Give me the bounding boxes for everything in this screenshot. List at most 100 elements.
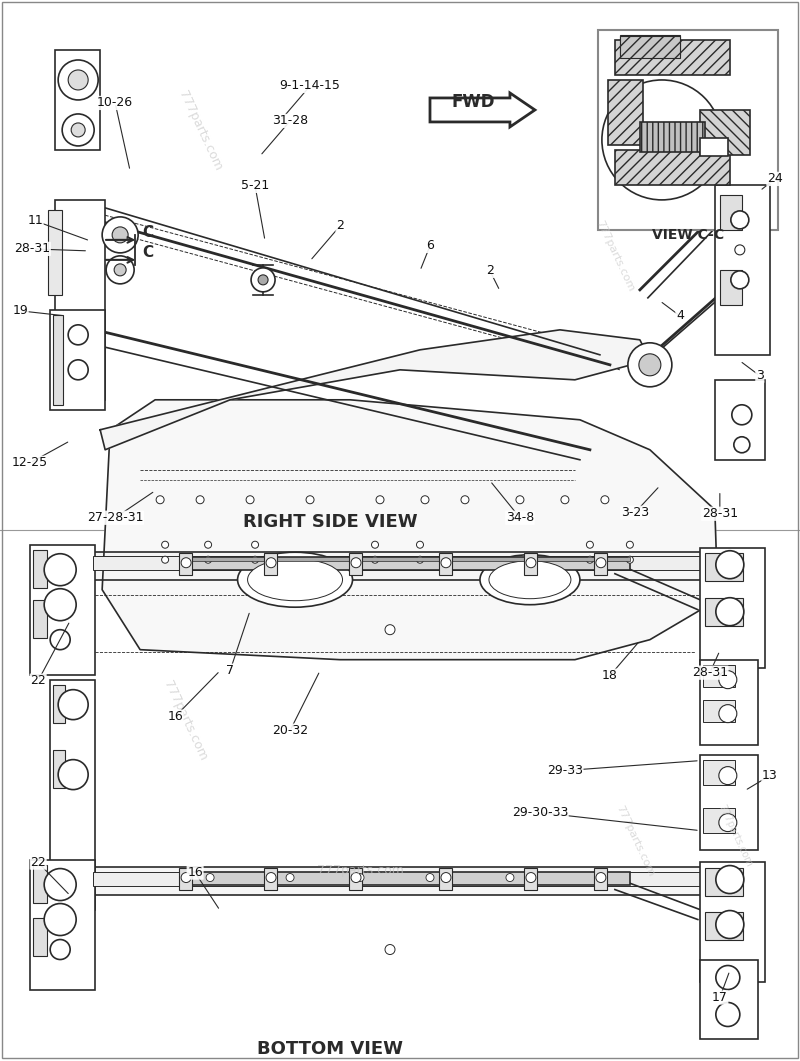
Circle shape xyxy=(181,872,191,883)
Text: C: C xyxy=(142,225,154,240)
Bar xyxy=(700,862,765,981)
Text: 777parts.com: 777parts.com xyxy=(614,803,656,877)
Bar xyxy=(705,911,743,940)
Bar xyxy=(720,269,742,305)
Circle shape xyxy=(716,966,740,990)
Circle shape xyxy=(506,873,514,882)
FancyArrow shape xyxy=(430,93,535,127)
Text: 16: 16 xyxy=(187,866,203,880)
Bar xyxy=(349,553,362,575)
Text: 28-31: 28-31 xyxy=(14,242,50,256)
Circle shape xyxy=(734,437,750,453)
Text: 27-28-31: 27-28-31 xyxy=(87,511,143,524)
Text: VIEW C-C: VIEW C-C xyxy=(652,228,724,242)
Bar xyxy=(620,35,680,55)
Bar xyxy=(640,122,705,152)
Circle shape xyxy=(68,70,88,90)
Circle shape xyxy=(461,495,469,504)
Bar xyxy=(703,699,735,721)
Bar xyxy=(598,30,778,230)
Bar xyxy=(705,553,743,580)
Ellipse shape xyxy=(489,560,571,598)
Bar xyxy=(524,553,537,575)
Circle shape xyxy=(156,495,164,504)
Circle shape xyxy=(526,872,536,883)
Circle shape xyxy=(716,1003,740,1026)
Circle shape xyxy=(441,872,451,883)
Circle shape xyxy=(44,589,76,621)
Bar xyxy=(524,868,537,889)
Circle shape xyxy=(68,325,88,345)
Bar xyxy=(55,199,105,400)
Circle shape xyxy=(266,558,276,568)
Bar xyxy=(615,40,730,75)
Text: 777parts.com: 777parts.com xyxy=(161,679,210,763)
Circle shape xyxy=(50,629,70,649)
Bar xyxy=(700,959,758,1040)
Circle shape xyxy=(58,690,88,719)
Circle shape xyxy=(626,556,634,563)
Circle shape xyxy=(421,495,429,504)
Circle shape xyxy=(106,256,134,284)
Text: 16: 16 xyxy=(167,710,183,724)
Circle shape xyxy=(246,495,254,504)
Text: 777parts.com: 777parts.com xyxy=(317,864,403,877)
Bar xyxy=(93,556,701,570)
Bar xyxy=(594,868,607,889)
Circle shape xyxy=(44,869,76,901)
Circle shape xyxy=(371,556,378,563)
Circle shape xyxy=(44,904,76,936)
Bar xyxy=(50,310,105,410)
Circle shape xyxy=(516,495,524,504)
Text: 34-8: 34-8 xyxy=(506,511,534,524)
Circle shape xyxy=(731,211,749,229)
Circle shape xyxy=(561,495,569,504)
Circle shape xyxy=(716,597,744,626)
Text: 22: 22 xyxy=(30,856,46,869)
Text: 3-23: 3-23 xyxy=(621,506,649,519)
Circle shape xyxy=(601,495,609,504)
Bar xyxy=(179,868,192,889)
Circle shape xyxy=(206,873,214,882)
Circle shape xyxy=(196,495,204,504)
Text: 22: 22 xyxy=(30,674,46,688)
Bar xyxy=(55,50,100,150)
Text: 7: 7 xyxy=(226,664,234,677)
Bar xyxy=(608,80,643,145)
Circle shape xyxy=(44,554,76,586)
Circle shape xyxy=(376,495,384,504)
Ellipse shape xyxy=(480,555,580,605)
Circle shape xyxy=(251,541,258,549)
Circle shape xyxy=(205,556,211,563)
Text: 19: 19 xyxy=(12,305,28,317)
Text: RIGHT SIDE VIEW: RIGHT SIDE VIEW xyxy=(242,512,418,530)
Text: 20-32: 20-32 xyxy=(272,725,308,737)
Circle shape xyxy=(716,866,744,893)
Bar xyxy=(700,660,758,745)
Bar xyxy=(700,547,765,667)
Circle shape xyxy=(596,872,606,883)
Text: 5-21: 5-21 xyxy=(241,179,269,192)
Bar xyxy=(439,553,452,575)
Circle shape xyxy=(50,940,70,959)
Circle shape xyxy=(385,625,395,634)
Bar xyxy=(33,918,47,956)
Text: BOTTOM VIEW: BOTTOM VIEW xyxy=(257,1041,403,1059)
Bar xyxy=(180,557,630,560)
Text: 17: 17 xyxy=(712,991,728,1004)
Bar xyxy=(620,36,680,58)
Bar xyxy=(439,868,452,889)
Circle shape xyxy=(114,264,126,276)
Circle shape xyxy=(258,275,268,284)
Text: FWD: FWD xyxy=(452,93,495,111)
Circle shape xyxy=(306,495,314,504)
Circle shape xyxy=(441,558,451,568)
Text: 4: 4 xyxy=(676,310,684,323)
Text: 29-30-33: 29-30-33 xyxy=(512,806,568,819)
Text: C: C xyxy=(142,245,154,260)
Circle shape xyxy=(426,873,434,882)
Text: 31-28: 31-28 xyxy=(272,115,308,127)
Bar xyxy=(33,550,47,588)
Bar xyxy=(703,807,735,833)
Bar xyxy=(53,315,63,405)
